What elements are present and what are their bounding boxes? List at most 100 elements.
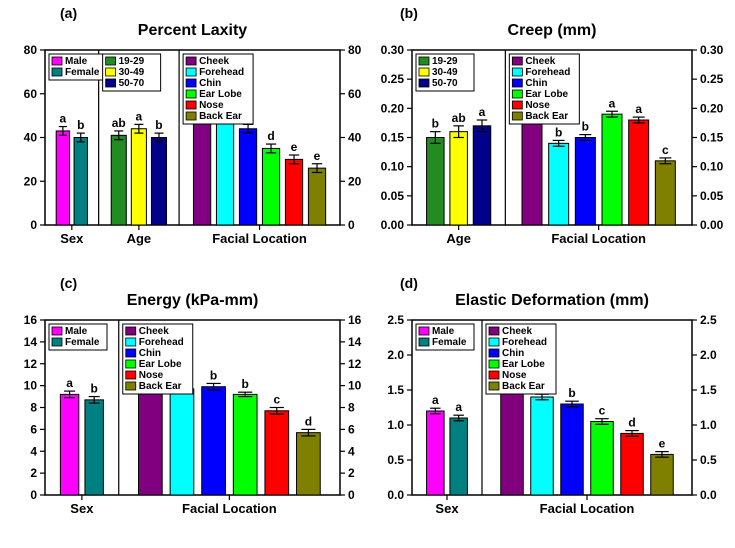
legend-label: Male (65, 56, 88, 67)
ytick-label-right: 20 (348, 174, 362, 188)
legend-swatch (186, 68, 196, 76)
ytick-label-right: 0.5 (700, 453, 717, 467)
bar (450, 132, 468, 225)
legend-swatch (512, 68, 522, 76)
panel-b: (b)Creep (mm)0.000.000.050.050.100.100.1… (381, 5, 724, 246)
ytick-label: 0.0 (387, 488, 404, 502)
legend-swatch (419, 79, 429, 87)
legend-label: Ear Lobe (139, 359, 182, 370)
ytick-label-right: 0.30 (700, 43, 724, 57)
sig-letter: a (432, 393, 439, 407)
ytick-label: 0 (30, 218, 37, 232)
ytick-label-right: 0.0 (700, 488, 717, 502)
sig-letter: b (77, 118, 84, 132)
ytick-label: 0 (30, 488, 37, 502)
ytick-label-right: 0.00 (700, 218, 724, 232)
ytick-label: 6 (30, 422, 37, 436)
sig-letter: a (635, 102, 642, 116)
legend-label: Chin (525, 78, 547, 89)
ytick-label: 16 (24, 313, 38, 327)
ytick-label: 40 (24, 131, 38, 145)
sig-letter: ab (112, 116, 126, 130)
legend-label: Male (432, 326, 455, 337)
ytick-label-right: 2.5 (700, 313, 717, 327)
ytick-label: 2.5 (387, 313, 404, 327)
group-label: Facial Location (212, 231, 307, 246)
legend-swatch (489, 349, 499, 357)
sig-letter: e (659, 437, 666, 451)
figure-svg: (a)Percent Laxity002020404060608080abSex… (0, 0, 735, 548)
legend-label: Female (432, 337, 467, 348)
bar (549, 143, 569, 225)
legend-swatch (419, 327, 429, 335)
ytick-label: 0.10 (381, 160, 405, 174)
group-label: Age (127, 231, 152, 246)
legend-label: Forehead (525, 67, 570, 78)
bar (591, 422, 614, 496)
legend-swatch (126, 382, 136, 390)
sig-letter: b (432, 117, 439, 131)
bar (74, 138, 87, 226)
legend-swatch (489, 338, 499, 346)
legend-label: Nose (525, 100, 550, 111)
legend-swatch (186, 101, 196, 109)
sig-letter: ab (452, 111, 466, 125)
sig-letter: d (305, 414, 312, 428)
legend-label: Cheek (139, 326, 169, 337)
sig-letter: b (568, 386, 575, 400)
legend-swatch (419, 68, 429, 76)
bar (233, 394, 257, 495)
ytick-label-right: 14 (348, 335, 362, 349)
legend-swatch (52, 68, 62, 76)
ytick-label-right: 80 (348, 43, 362, 57)
bar (655, 161, 675, 225)
ytick-label: 1.5 (387, 383, 404, 397)
bar (621, 433, 644, 495)
panel-title: Elastic Deformation (mm) (455, 292, 649, 309)
legend-label: 50-70 (432, 78, 458, 89)
legend-label: Forehead (502, 337, 547, 348)
bar (651, 454, 674, 495)
sig-letter: a (479, 105, 486, 119)
legend-label: Ear Lobe (199, 89, 242, 100)
legend-swatch (52, 57, 62, 65)
legend-label: Nose (502, 370, 527, 381)
ytick-label: 20 (24, 174, 38, 188)
ytick-label: 0.30 (381, 43, 405, 57)
ytick-label-right: 0.25 (700, 72, 724, 86)
legend-label: Female (65, 67, 100, 78)
sig-letter: e (314, 149, 321, 163)
panel-title: Creep (mm) (508, 22, 597, 39)
group-label: Sex (435, 501, 459, 516)
bar (561, 404, 584, 495)
legend-swatch (52, 327, 62, 335)
legend-swatch (126, 338, 136, 346)
ytick-label: 60 (24, 87, 38, 101)
bar (216, 111, 233, 225)
ytick-label-right: 10 (348, 379, 362, 393)
ytick-label-right: 1.0 (700, 418, 717, 432)
legend-swatch (106, 79, 116, 87)
bar (265, 411, 289, 495)
bar (85, 400, 103, 495)
group-label: Facial Location (551, 231, 646, 246)
legend-swatch (52, 338, 62, 346)
ytick-label-right: 0.15 (700, 131, 724, 145)
ytick-label-right: 2.0 (700, 348, 717, 362)
ytick-label-right: 0 (348, 218, 355, 232)
legend-swatch (512, 90, 522, 98)
bar (60, 394, 78, 495)
sig-letter: b (242, 377, 249, 391)
group-label: Sex (60, 231, 84, 246)
legend-swatch (489, 327, 499, 335)
ytick-label: 2 (30, 466, 37, 480)
ytick-label-right: 16 (348, 313, 362, 327)
legend-label: Nose (199, 100, 224, 111)
ytick-label: 1.0 (387, 418, 404, 432)
bar (170, 389, 194, 495)
sig-letter: c (599, 404, 606, 418)
ytick-label-right: 0.05 (700, 189, 724, 203)
panel-title: Percent Laxity (138, 22, 247, 39)
bar (531, 397, 554, 495)
panel-label: (c) (60, 275, 77, 291)
